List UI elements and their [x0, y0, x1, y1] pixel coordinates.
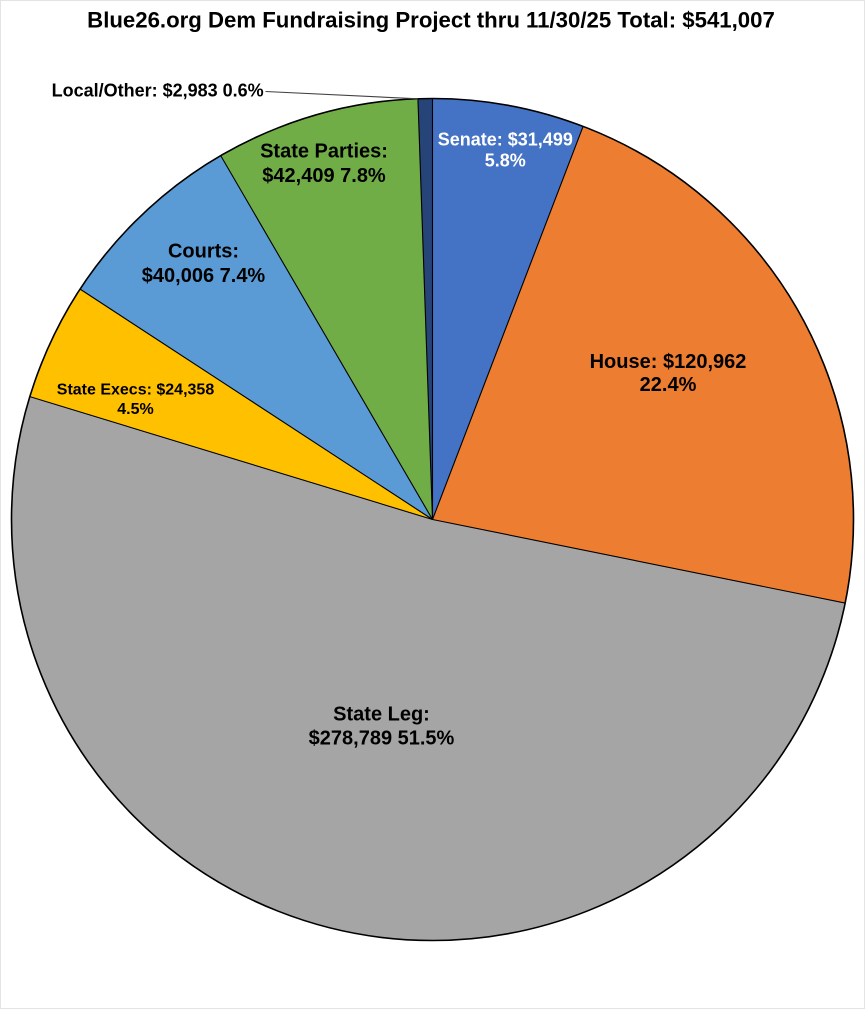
svg-text:5.8%: 5.8%: [485, 151, 526, 171]
svg-text:State Parties:: State Parties:: [260, 141, 388, 163]
svg-text:Courts:: Courts:: [168, 241, 239, 263]
svg-text:Local/Other: $2,983 0.6%: Local/Other: $2,983 0.6%: [52, 80, 264, 100]
svg-text:House: $120,962: House: $120,962: [590, 351, 747, 373]
svg-text:Senate: $31,499: Senate: $31,499: [438, 129, 573, 149]
svg-text:$278,789 51.5%: $278,789 51.5%: [309, 727, 455, 749]
svg-text:22.4%: 22.4%: [640, 374, 697, 396]
svg-text:Blue26.org Dem Fundraising Pro: Blue26.org Dem Fundraising Project thru …: [87, 8, 775, 33]
svg-text:State Execs: $24,358: State Execs: $24,358: [57, 381, 215, 398]
svg-text:$40,006 7.4%: $40,006 7.4%: [142, 265, 266, 287]
svg-text:State Leg:: State Leg:: [333, 703, 430, 725]
svg-text:$42,409 7.8%: $42,409 7.8%: [262, 165, 386, 187]
svg-text:4.5%: 4.5%: [117, 401, 153, 418]
